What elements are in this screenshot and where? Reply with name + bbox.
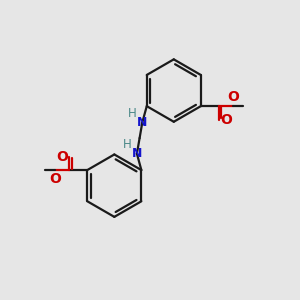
Text: H: H xyxy=(123,138,132,151)
Text: O: O xyxy=(56,150,68,164)
Text: O: O xyxy=(227,90,239,104)
Text: N: N xyxy=(137,116,148,129)
Text: O: O xyxy=(49,172,61,186)
Text: O: O xyxy=(220,112,232,127)
Text: N: N xyxy=(132,147,142,160)
Text: H: H xyxy=(128,107,137,120)
